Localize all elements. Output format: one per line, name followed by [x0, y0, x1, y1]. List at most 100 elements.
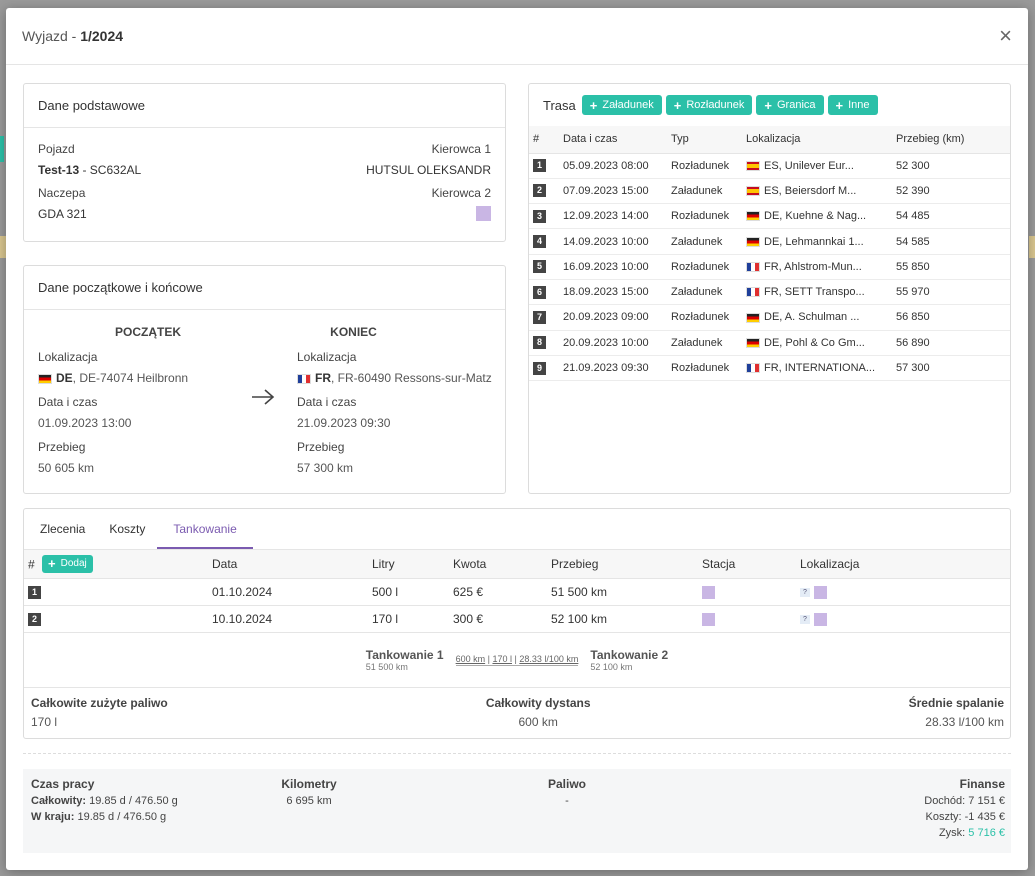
kilometers-title: Kilometry: [281, 777, 337, 791]
fuel-title: Paliwo: [547, 777, 586, 791]
row-location-text: DE, A. Schulman ...: [764, 311, 860, 324]
trailer-value: GDA 321: [38, 206, 87, 221]
segment-from: Tankowanie 1 51 500 km: [366, 648, 444, 672]
flag-fr-icon: [746, 363, 760, 374]
row-number-badge: 1: [533, 159, 546, 173]
flag-es-icon: [746, 186, 760, 197]
table-row[interactable]: 6 18.09.2023 15:00 Załadunek FR, SETT Trans…: [529, 279, 1010, 306]
driver2-placeholder: [476, 206, 491, 221]
income-value: 7 151 €: [965, 795, 1005, 807]
location-placeholder: [813, 585, 827, 599]
start-address: , DE-74074 Heilbronn: [72, 371, 189, 385]
start-dt-label: Data i czas: [38, 395, 98, 409]
modal-header: Wyjazd - 1/2024 ×: [6, 8, 1028, 65]
row-mileage: 56 850: [892, 304, 1010, 331]
plus-icon: +: [589, 97, 598, 113]
kilometers-value: 6 695 km: [286, 795, 332, 807]
finances: Finanse Dochód: 7 151 € Koszty: -1 435 €…: [705, 777, 1005, 853]
avg-consumption-label: Średnie spalanie: [908, 695, 1004, 710]
route-panel: Trasa + Załadunek + Rozładunek + Granica + I…: [528, 83, 1011, 494]
row-location: FR, Ahlstrom-Mun...: [742, 254, 892, 280]
row-location: DE, A. Schulman ...: [742, 304, 892, 331]
row-number-badge: 7: [533, 310, 546, 324]
segment-avg: 28.33 l/100 km: [519, 653, 579, 664]
route-title: Trasa: [543, 97, 576, 113]
table-row[interactable]: 2 07.09.2023 15:00 Załadunek ES, Beiersdorf…: [529, 178, 1010, 205]
arrow-right-icon: [250, 388, 276, 409]
row-number-badge: 1: [28, 586, 41, 599]
unknown-badge: ?: [800, 614, 810, 624]
row-number: 3: [529, 203, 559, 230]
table-row[interactable]: 1 01.10.2024 500 l 625 € 51 500 km ?: [24, 578, 1010, 606]
segment-to-km: 52 100 km: [590, 661, 633, 672]
table-row[interactable]: 9 21.09.2023 09:30 Rozładunek FR, INTERNATI…: [529, 355, 1010, 382]
row-location-text: FR, INTERNATIONA...: [764, 362, 876, 375]
fuel-value: -: [565, 795, 569, 807]
fuel-date: 10.10.2024: [208, 605, 368, 633]
fueling-totals: Całkowite zużyte paliwo 170 l Całkowity …: [24, 688, 1010, 729]
col-mileage: Przebieg: [547, 550, 698, 579]
row-type: Rozładunek: [667, 304, 742, 331]
col-type: Typ: [667, 126, 742, 154]
row-mileage: 57 300: [892, 355, 1010, 382]
trailer-label: Naczepa: [38, 186, 86, 200]
fuel-location: ?: [796, 605, 1010, 633]
row-number: 2: [24, 605, 208, 633]
row-datetime: 12.09.2023 14:00: [559, 203, 667, 230]
tabs-panel: Zlecenia Koszty Tankowanie # + Dodaj Data…: [23, 508, 1011, 739]
end-km: 57 300 km: [297, 461, 354, 475]
row-datetime: 18.09.2023 15:00: [559, 279, 667, 306]
row-location: DE, Lehmannkai 1...: [742, 228, 892, 255]
start-km-label: Przebieg: [38, 440, 86, 454]
fuel-location: ?: [796, 578, 1010, 606]
row-datetime: 07.09.2023 15:00: [559, 178, 667, 205]
plus-icon: +: [764, 97, 772, 113]
row-number-badge: 2: [533, 184, 546, 198]
plus-icon: +: [673, 97, 682, 113]
start-dt: 01.09.2023 13:00: [38, 416, 132, 430]
add-fueling-button[interactable]: + Dodaj: [42, 554, 93, 573]
col-mileage: Przebieg (km): [892, 126, 1010, 154]
row-mileage: 55 850: [892, 254, 1010, 280]
table-row[interactable]: 2 10.10.2024 170 l 300 € 52 100 km ?: [24, 605, 1010, 633]
add-unloading-button[interactable]: + Rozładunek: [665, 95, 753, 115]
row-location: DE, Pohl & Co Gm...: [742, 330, 892, 356]
tab-orders[interactable]: Zlecenia: [40, 522, 86, 536]
flag-fr-icon: [746, 261, 760, 272]
row-mileage: 52 390: [892, 178, 1010, 205]
table-row[interactable]: 4 14.09.2023 10:00 Załadunek DE, Lehmannkai…: [529, 228, 1010, 255]
tab-fueling[interactable]: Tankowanie: [157, 509, 253, 549]
table-row[interactable]: 8 20.09.2023 10:00 Załadunek DE, Pohl & Co …: [529, 330, 1010, 356]
summary-bar: Czas pracy Całkowity: 19.85 d / 476.50 g…: [23, 769, 1011, 853]
row-location-text: ES, Beiersdorf M...: [764, 184, 857, 197]
add-loading-button[interactable]: + Załadunek: [581, 95, 662, 115]
add-border-button[interactable]: + Granica: [756, 95, 824, 115]
row-location-text: DE, Lehmannkai 1...: [764, 235, 864, 248]
add-other-button[interactable]: + Inne: [827, 95, 878, 115]
row-number-badge: 5: [533, 260, 546, 274]
end-dt: 21.09.2023 09:30: [297, 416, 391, 430]
table-row[interactable]: 7 20.09.2023 09:00 Rozładunek DE, A. Schulm…: [529, 304, 1010, 331]
table-row[interactable]: 5 16.09.2023 10:00 Rozładunek FR, Ahlstrom-…: [529, 254, 1010, 280]
row-location-text: ES, Unilever Eur...: [764, 159, 854, 172]
tab-costs[interactable]: Koszty: [109, 522, 146, 536]
fuel-mileage: 51 500 km: [547, 578, 698, 606]
total-distance-value: 600 km: [518, 714, 558, 729]
flag-de-icon: [38, 373, 52, 384]
vehicle-label: Pojazd: [38, 142, 75, 156]
total-distance: Całkowity dystans 600 km: [486, 696, 591, 729]
col-liters: Litry: [368, 550, 449, 579]
fuel-liters: 500 l: [368, 578, 449, 606]
driver1-value[interactable]: HUTSUL OLEKSANDR: [366, 163, 491, 177]
close-icon[interactable]: ×: [999, 23, 1012, 48]
income-label: Dochód:: [924, 795, 966, 807]
row-mileage: 55 970: [892, 279, 1010, 306]
work-home-label: W kraju:: [31, 811, 75, 823]
row-location-text: DE, Kuehne & Nag...: [764, 210, 867, 223]
button-label: Rozładunek: [686, 99, 745, 111]
table-row[interactable]: 3 12.09.2023 14:00 Rozładunek DE, Kuehne & …: [529, 203, 1010, 230]
segment-to: Tankowanie 2 52 100 km: [590, 648, 668, 672]
end-location: FR, FR-60490 Ressons-sur-Matz: [297, 371, 502, 385]
fuel-amount: 625 €: [449, 578, 547, 606]
table-row[interactable]: 1 05.09.2023 08:00 Rozładunek ES, Unilever …: [529, 153, 1010, 179]
